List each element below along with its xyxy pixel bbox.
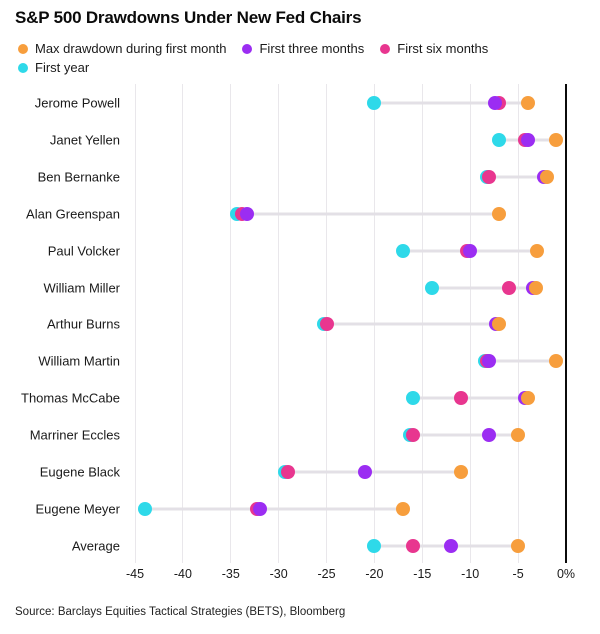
dot-first-three-months xyxy=(520,132,535,147)
connector-line xyxy=(236,212,499,216)
gridline xyxy=(134,84,136,563)
category-label: William Martin xyxy=(38,353,120,369)
x-tick-label: 0% xyxy=(556,567,576,581)
connector-line xyxy=(484,359,557,363)
category-label: Janet Yellen xyxy=(49,132,120,148)
category-label: Thomas McCabe xyxy=(21,390,120,406)
category-label: Ben Bernanke xyxy=(37,169,120,185)
category-label: Jerome Powell xyxy=(34,95,120,111)
dot-first-three-months xyxy=(488,96,503,110)
dot-first-month xyxy=(491,317,506,332)
category-label: William Miller xyxy=(43,280,120,295)
legend-item-first-month: Max drawdown during first month xyxy=(18,41,226,56)
x-tick-label: -5 xyxy=(512,567,524,581)
chart-title: S&P 500 Drawdowns Under New Fed Chairs xyxy=(15,8,362,27)
gridline xyxy=(182,84,184,563)
dot-first-six-months xyxy=(281,465,296,479)
dot-first-year xyxy=(137,501,152,516)
connector-line xyxy=(409,433,519,437)
connector-line xyxy=(144,507,404,511)
connector-line xyxy=(323,322,499,326)
legend: Max drawdown during first month First thr… xyxy=(18,39,588,77)
dot-first-six-months xyxy=(319,317,334,332)
legend-row: Max drawdown during first month First thr… xyxy=(18,39,588,58)
dot-first-three-months xyxy=(240,206,255,221)
x-tick-label: -20 xyxy=(365,567,384,581)
dot-first-month xyxy=(511,428,526,443)
legend-item-first-year: First year xyxy=(18,60,89,75)
x-tick-label: -10 xyxy=(461,567,480,581)
source-note: Source: Barclays Equities Tactical Strat… xyxy=(15,606,346,618)
dot-first-year xyxy=(367,96,382,110)
dot-first-three-months xyxy=(444,538,459,553)
legend-item-first-six-months: First six months xyxy=(380,41,488,56)
dot-first-month xyxy=(511,538,526,553)
dot-first-month xyxy=(453,465,468,479)
dot-first-month xyxy=(539,169,554,184)
category-label: Eugene Meyer xyxy=(35,501,120,517)
legend-dot-first-month-icon xyxy=(18,43,28,54)
connector-line xyxy=(486,175,547,179)
connector-line xyxy=(285,470,461,474)
gridline xyxy=(230,84,232,563)
dot-first-month xyxy=(549,354,564,369)
dot-first-year xyxy=(491,132,506,147)
legend-dot-first-three-months-icon xyxy=(242,43,253,54)
gridline xyxy=(517,84,519,563)
x-tick-label: -15 xyxy=(413,567,432,581)
connector-line xyxy=(374,101,528,105)
dot-first-three-months xyxy=(463,243,478,258)
dot-first-three-months xyxy=(482,354,497,369)
dot-first-six-months xyxy=(405,538,420,553)
legend-label-first-three-months: First three months xyxy=(259,41,365,56)
dot-first-month xyxy=(396,501,411,516)
x-tick-label: -30 xyxy=(269,567,288,581)
x-tick-label: -45 xyxy=(125,567,145,581)
dot-first-year xyxy=(367,538,382,553)
x-tick-label: -35 xyxy=(221,567,240,581)
category-label: Alan Greenspan xyxy=(26,206,120,222)
legend-row: First year xyxy=(18,58,588,77)
category-label: Marriner Eccles xyxy=(29,427,120,443)
dot-first-year xyxy=(424,280,439,295)
dot-first-month xyxy=(530,243,545,258)
dot-first-six-months xyxy=(501,280,516,295)
dot-first-month xyxy=(491,206,506,221)
x-tick-label: -40 xyxy=(173,567,192,581)
connector-line xyxy=(412,396,528,400)
legend-dot-first-six-months-icon xyxy=(380,43,391,54)
legend-label-first-six-months: First six months xyxy=(397,41,489,56)
legend-label-first-month: Max drawdown during first month xyxy=(35,41,227,56)
dot-first-six-months xyxy=(405,428,420,443)
category-label: Eugene Black xyxy=(39,464,120,480)
legend-item-first-three-months: First three months xyxy=(242,41,364,56)
dot-first-month xyxy=(520,96,535,110)
dot-first-month xyxy=(520,391,535,406)
dot-first-three-months xyxy=(357,465,372,479)
x-tick-label: -25 xyxy=(317,567,336,581)
dot-first-month xyxy=(529,280,544,295)
connector-line xyxy=(431,286,537,289)
dot-first-six-months xyxy=(482,169,497,184)
dot-first-year xyxy=(405,391,420,406)
dot-first-three-months xyxy=(252,501,267,516)
dot-first-three-months xyxy=(482,428,497,443)
gridline xyxy=(278,84,280,563)
legend-dot-first-year-icon xyxy=(18,62,28,73)
dot-first-month xyxy=(549,132,564,147)
dot-first-year xyxy=(396,243,411,258)
zero-axis-line xyxy=(565,84,567,563)
category-label: Paul Volcker xyxy=(47,243,120,259)
legend-label-first-year: First year xyxy=(35,60,90,75)
dot-first-six-months xyxy=(453,391,468,406)
category-label: Arthur Burns xyxy=(47,316,120,332)
category-label: Average xyxy=(71,538,120,554)
